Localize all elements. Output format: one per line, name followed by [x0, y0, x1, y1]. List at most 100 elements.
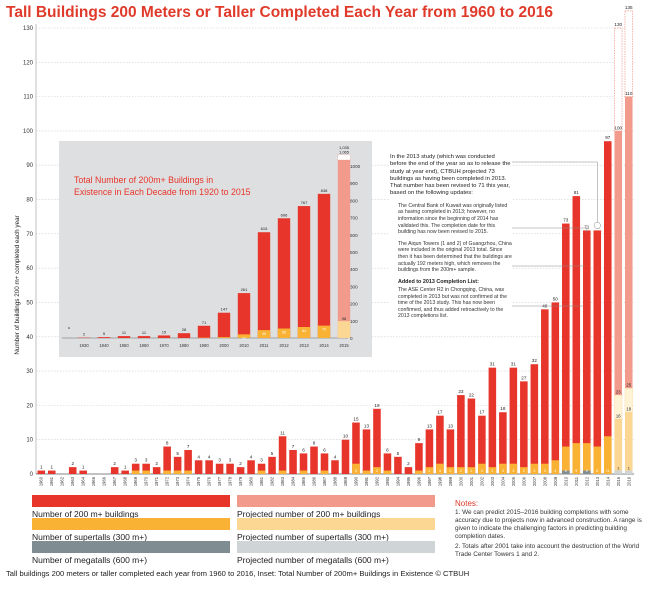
inset-bar-projected-supertall — [337, 321, 351, 338]
x-tick-label: 2010 — [563, 476, 568, 486]
data-label: 9 — [418, 437, 421, 442]
annotation-item-kuwait: The Central Bank of Kuwait was originall… — [398, 202, 508, 236]
bar-200m — [131, 463, 140, 474]
inset-data-label: 5 — [103, 331, 106, 336]
inset-data-label: 838 — [321, 188, 328, 193]
x-tick-label: 1988 — [333, 476, 338, 486]
data-label: 13 — [448, 423, 454, 428]
data-label: 3 — [218, 458, 221, 463]
bar-200m — [299, 453, 308, 474]
bar-supertall — [131, 470, 140, 474]
y-tick-label: 0 — [30, 472, 34, 478]
data-label: 3 — [260, 458, 263, 463]
callout-line-main — [512, 161, 598, 227]
inset-data-label: 1,035 — [339, 145, 350, 150]
data-label-supertall: 2 — [376, 469, 378, 473]
bar-projected-megatall — [624, 470, 633, 474]
x-tick-label: 1961 — [49, 476, 54, 486]
inset-bar-projected — [337, 159, 351, 338]
y-tick-label: 80 — [26, 198, 33, 204]
inset-data-label: 28 — [182, 327, 187, 332]
bar-supertall — [467, 467, 476, 474]
inset-data-label: 11 — [142, 330, 147, 335]
bar-200m — [184, 449, 192, 474]
y-tick-label: 90 — [26, 163, 33, 169]
legend-swatch-200m — [32, 495, 230, 507]
bar-200m — [436, 415, 444, 474]
data-label: 31 — [490, 362, 496, 367]
bar-200m — [142, 463, 150, 474]
data-label: 32 — [532, 358, 538, 363]
main-x-tick-labels: 1960 1961 1962 1963 1964 1965 1966 1967 1968 1969… — [39, 476, 632, 486]
bar-200m — [152, 467, 161, 474]
inset-data-label-supertall: 72 — [322, 328, 326, 332]
x-tick-label: 1990 — [353, 476, 358, 486]
legend-label-supertall: Number of supertalls (300 m+) — [32, 532, 148, 542]
bar-200m — [593, 230, 602, 474]
x-tick-label: 1986 — [312, 476, 317, 486]
bar-supertall — [446, 467, 455, 474]
inset-y-tick-label: 300 — [350, 284, 358, 289]
data-label: 1 — [40, 465, 43, 470]
x-tick-label: 1985 — [301, 476, 306, 486]
data-label: 1 — [82, 465, 85, 470]
data-label-supertall: 3 — [512, 469, 514, 473]
figure-caption: Tall buildings 200 meters or taller comp… — [6, 569, 470, 578]
inset-data-label: 2 — [83, 332, 86, 337]
x-tick-label: 1999 — [448, 476, 453, 486]
data-label: 5 — [271, 451, 274, 456]
callout-line-kuwait — [512, 227, 588, 233]
x-tick-label: 1980 — [249, 476, 254, 486]
bar-200m — [572, 196, 581, 474]
data-label-projected: 100 — [614, 125, 622, 130]
inset-bar — [277, 218, 291, 338]
data-label: 2 — [113, 461, 116, 466]
x-tick-label: 1991 — [364, 476, 369, 486]
data-label-supertall: 8 — [565, 469, 567, 473]
data-label-megatall-projected: 1 — [628, 467, 630, 471]
bar-200m — [488, 367, 497, 474]
x-tick-label: 1997 — [427, 476, 432, 486]
data-label: 6 — [386, 447, 389, 452]
bar-200m — [520, 381, 528, 474]
inset-x-tick-label: 1990 — [199, 343, 209, 348]
inset-data-label: 15 — [162, 329, 167, 334]
data-label: 6 — [302, 447, 305, 452]
x-tick-label: 2013 — [595, 476, 600, 486]
inset-data-label: 71 — [202, 320, 207, 325]
bar-megatall — [583, 470, 591, 474]
bar-supertall — [593, 446, 602, 474]
inset-data-label-supertall: 64 — [302, 329, 306, 333]
x-tick-label: 1974 — [186, 476, 191, 486]
bar-200m — [278, 436, 287, 474]
inset-bar — [177, 333, 191, 338]
inset-bar — [217, 312, 231, 338]
bar-supertall — [173, 470, 182, 474]
inset-bar — [117, 336, 131, 338]
x-tick-label: 1960 — [39, 476, 44, 486]
bar-200m — [79, 470, 87, 474]
note-1: 1. We can predict 2015–2016 building com… — [455, 509, 642, 540]
inset-x-tick-label: 2014 — [319, 343, 329, 348]
bar-supertall — [383, 470, 392, 474]
x-tick-label: 1970 — [144, 476, 149, 486]
bar-200m — [352, 422, 360, 474]
data-label-projected: 110 — [625, 91, 633, 96]
bar-supertall — [362, 470, 371, 474]
inset-bar-supertall — [257, 330, 271, 338]
bar-projected-supertall — [624, 412, 633, 474]
data-label-upper: 135 — [625, 5, 633, 10]
legend-label-200m: Number of 200 m+ buildings — [32, 509, 139, 519]
inset-bar — [237, 293, 251, 338]
bar-supertall — [299, 470, 308, 474]
bar-200m — [68, 467, 77, 474]
inset-bar-projected-range — [337, 154, 351, 161]
data-label-supertall: 2 — [428, 469, 430, 473]
bar-200m — [541, 309, 549, 474]
inset-y-tick-label: 1000 — [350, 164, 361, 169]
inset-origin-marker — [68, 327, 70, 329]
data-label: 50 — [553, 296, 559, 301]
bar-200m — [415, 443, 423, 474]
inset-x-tick-label: 1930 — [79, 343, 89, 348]
